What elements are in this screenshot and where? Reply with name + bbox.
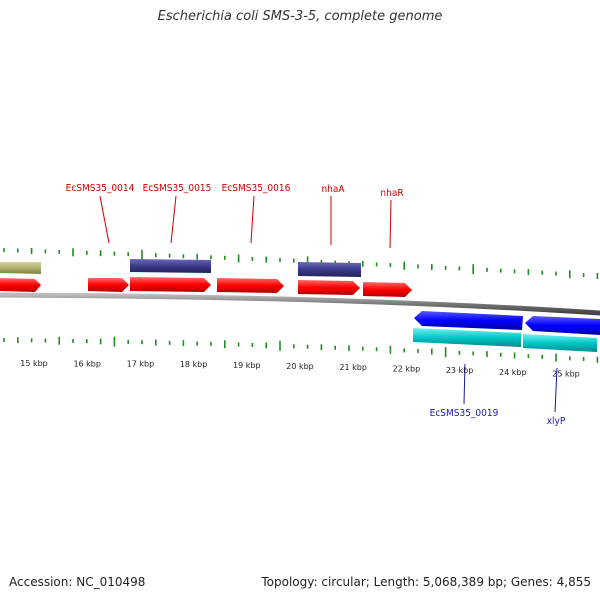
genome-backbone bbox=[0, 292, 600, 316]
cds-arrow[interactable] bbox=[363, 282, 412, 297]
reverse-cds-track bbox=[414, 311, 600, 335]
feature-label[interactable]: EcSMS35_0019 bbox=[430, 408, 499, 419]
cds-arrow[interactable] bbox=[525, 316, 600, 335]
reverse-feature-labels: EcSMS35_0019 xlyP bbox=[430, 408, 566, 427]
scale-label: 24 kbp bbox=[499, 368, 527, 377]
scale-label: 22 kbp bbox=[393, 365, 421, 374]
cds-arrow[interactable] bbox=[217, 278, 284, 293]
feature-label[interactable]: nhaR bbox=[380, 188, 403, 199]
feature-label[interactable]: EcSMS35_0015 bbox=[143, 183, 212, 194]
cds-arrow[interactable] bbox=[130, 277, 211, 292]
scale-label: 23 kbp bbox=[446, 366, 474, 375]
feature-label[interactable]: EcSMS35_0014 bbox=[66, 183, 135, 194]
gene-feature[interactable] bbox=[0, 262, 41, 274]
gene-feature[interactable] bbox=[523, 334, 597, 352]
scale-label: 25 kbp bbox=[552, 370, 580, 379]
scale-label: 20 kbp bbox=[286, 362, 314, 371]
cds-arrow[interactable] bbox=[414, 311, 523, 330]
accession-label: Accession: NC_010498 bbox=[9, 575, 146, 589]
feature-label[interactable]: EcSMS35_0016 bbox=[222, 183, 291, 194]
gc-content-ticks-bottom bbox=[3, 336, 599, 363]
gene-feature[interactable] bbox=[130, 259, 211, 273]
feature-label[interactable]: xlyP bbox=[547, 416, 566, 427]
scale-label: 19 kbp bbox=[233, 361, 261, 370]
cds-arrow[interactable] bbox=[298, 280, 360, 295]
reverse-gene-track bbox=[413, 328, 597, 352]
feature-label[interactable]: nhaA bbox=[321, 184, 345, 195]
scale-label: 18 kbp bbox=[180, 360, 208, 369]
cds-arrow[interactable] bbox=[0, 278, 41, 292]
forward-feature-labels: EcSMS35_0014 EcSMS35_0015 EcSMS35_0016 n… bbox=[66, 183, 404, 199]
forward-gene-track bbox=[0, 259, 361, 277]
kbp-scale: 15 kbp 16 kbp 17 kbp 18 kbp 19 kbp 20 kbp 21 k… bbox=[20, 359, 580, 379]
forward-cds-track bbox=[0, 277, 412, 297]
gene-feature[interactable] bbox=[298, 262, 361, 277]
label-leader-lines bbox=[99, 195, 558, 413]
scale-label: 17 kbp bbox=[127, 360, 155, 369]
cds-arrow[interactable] bbox=[88, 278, 129, 292]
scale-label: 15 kbp bbox=[20, 359, 48, 368]
map-title: Escherichia coli SMS-3-5, complete genom… bbox=[157, 9, 443, 24]
scale-label: 21 kbp bbox=[339, 363, 367, 372]
gene-feature[interactable] bbox=[413, 328, 521, 347]
genome-summary: Topology: circular; Length: 5,068,389 bp… bbox=[261, 575, 591, 589]
scale-label: 16 kbp bbox=[73, 359, 101, 368]
